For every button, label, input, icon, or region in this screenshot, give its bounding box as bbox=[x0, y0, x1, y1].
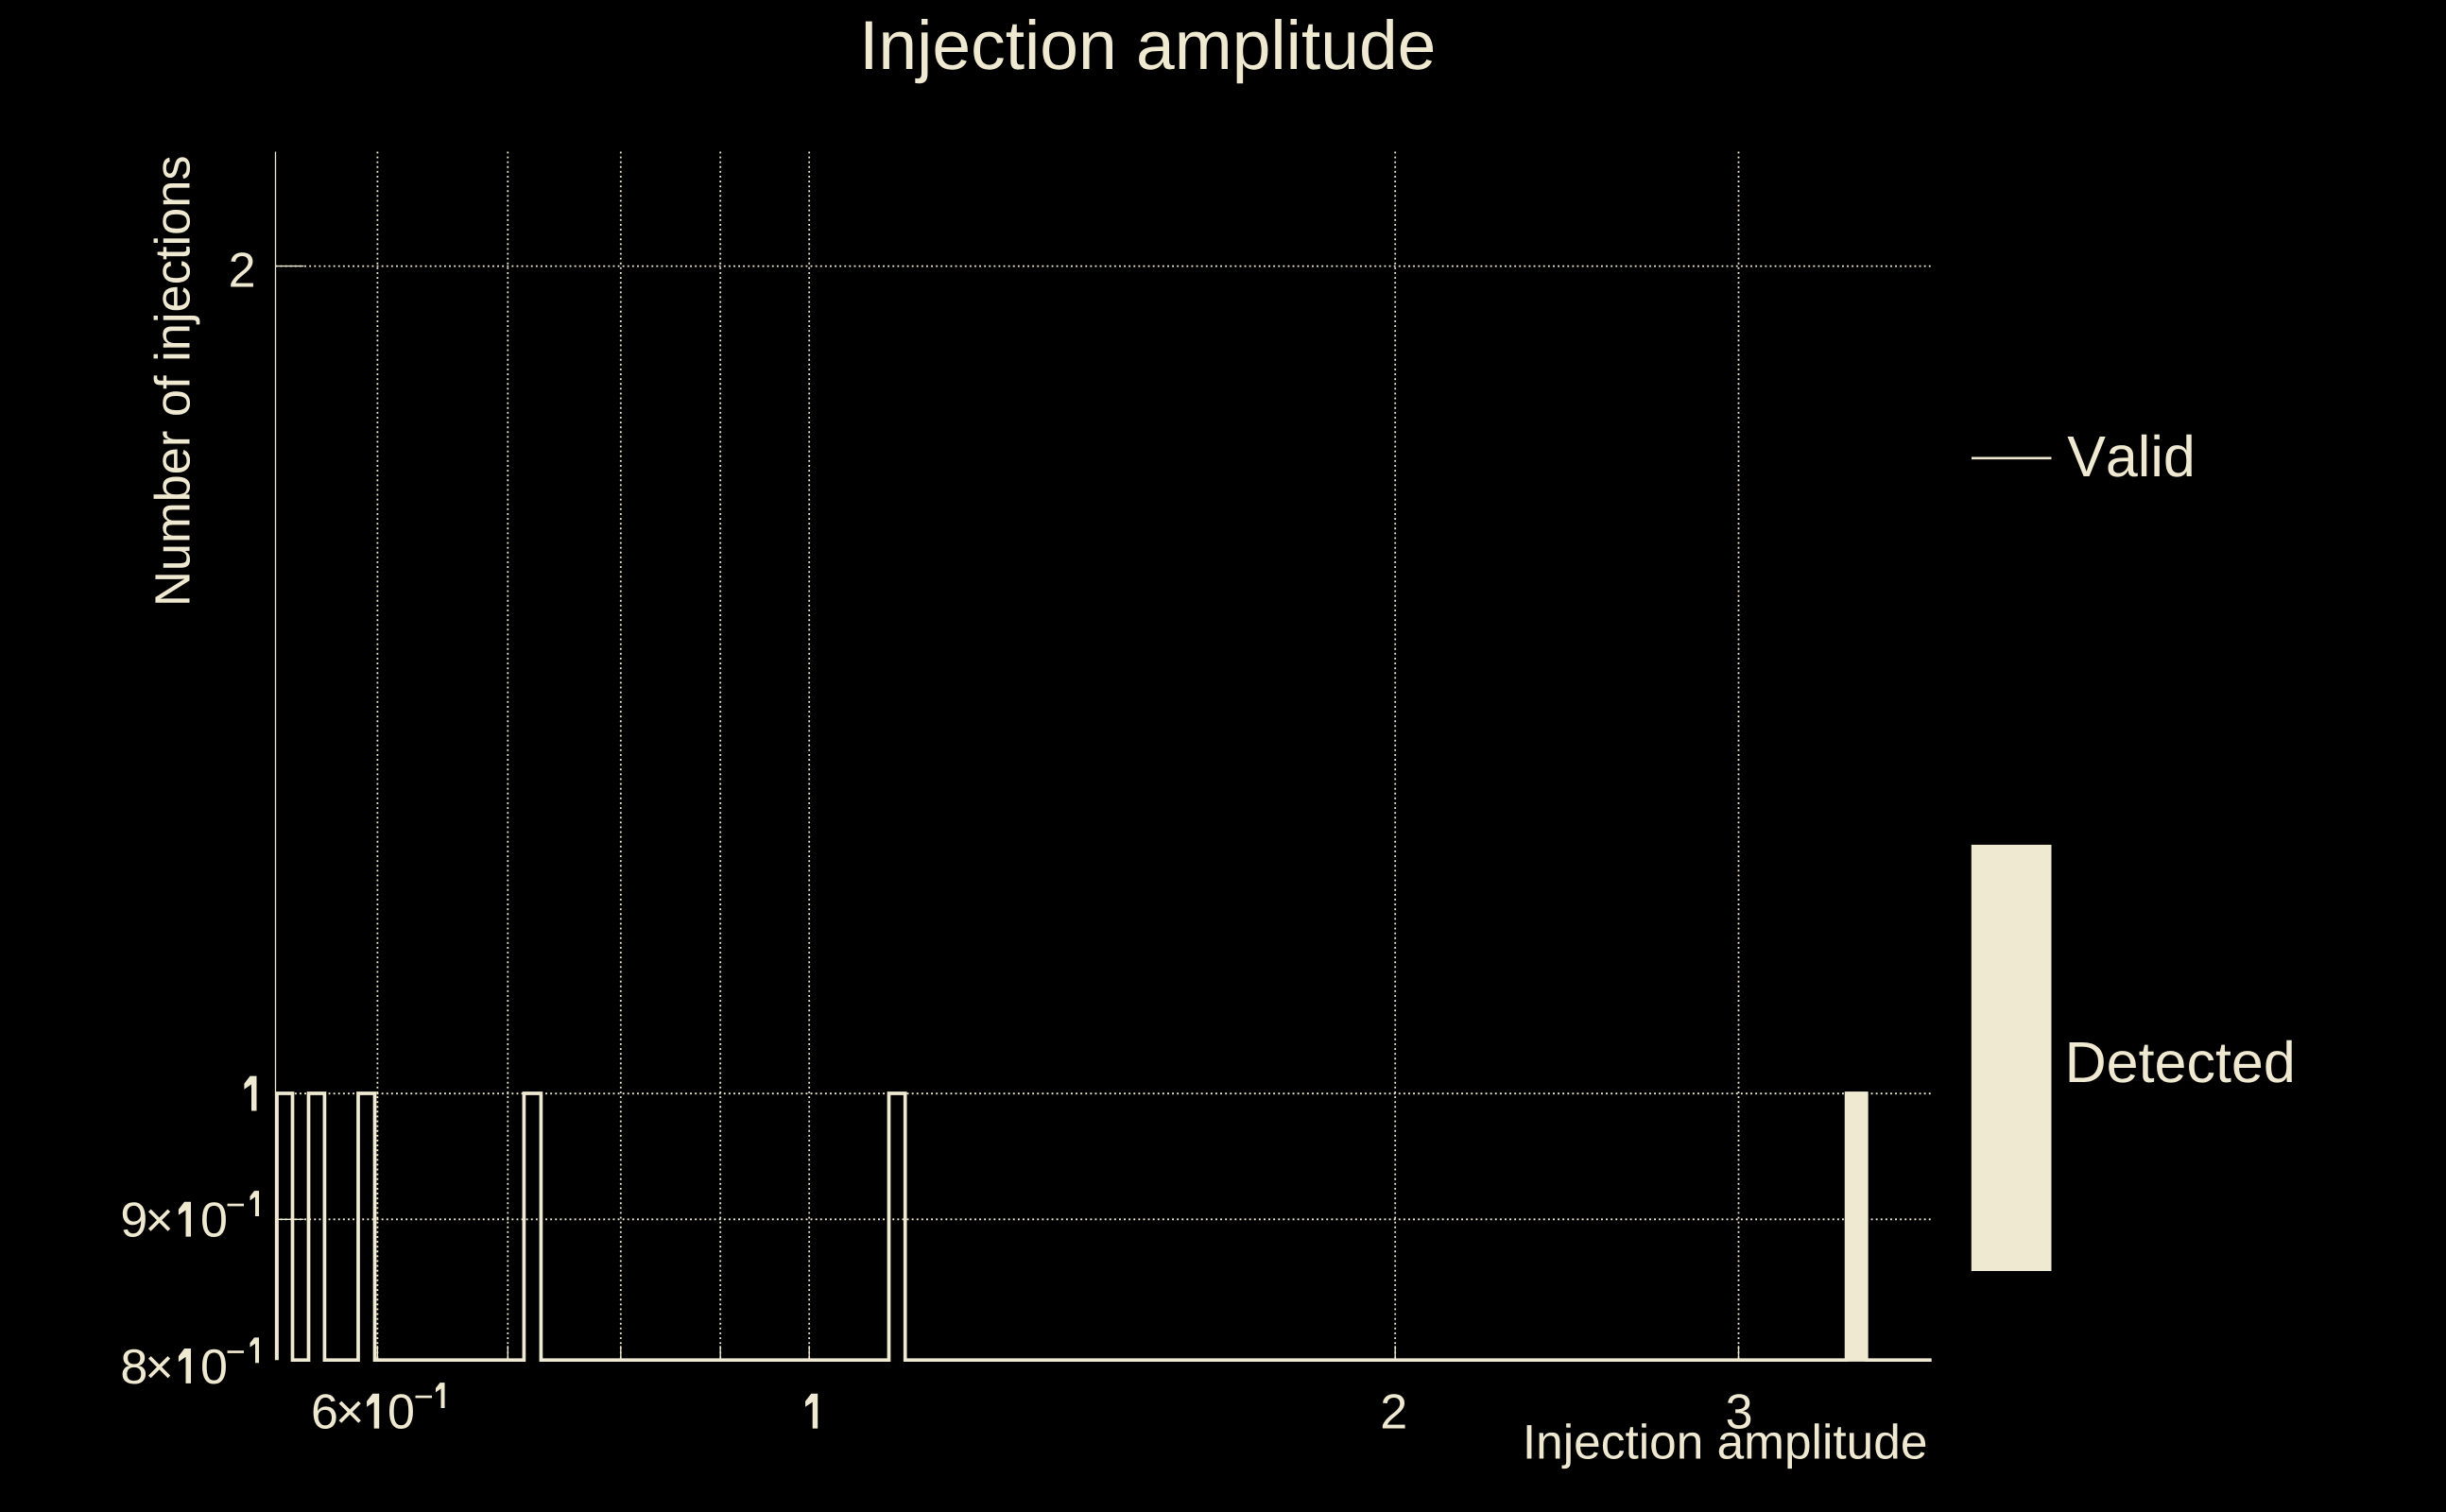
svg-text:0: 0 bbox=[200, 1340, 228, 1395]
svg-text:9: 9 bbox=[120, 1194, 147, 1248]
svg-text:Number of injections: Number of injections bbox=[146, 155, 201, 607]
svg-text:×: × bbox=[145, 1340, 173, 1395]
svg-text:−: − bbox=[414, 1377, 434, 1416]
svg-text:0: 0 bbox=[200, 1194, 228, 1248]
svg-text:Valid: Valid bbox=[2067, 424, 2196, 489]
svg-text:Injection amplitude: Injection amplitude bbox=[859, 7, 1436, 84]
svg-text:−: − bbox=[226, 1185, 246, 1224]
svg-text:8: 8 bbox=[120, 1340, 147, 1395]
svg-text:×: × bbox=[145, 1194, 173, 1248]
svg-text:−: − bbox=[226, 1332, 246, 1370]
svg-text:×: × bbox=[336, 1385, 364, 1440]
svg-text:3: 3 bbox=[1726, 1385, 1753, 1440]
svg-text:0: 0 bbox=[388, 1385, 415, 1440]
svg-text:Detected: Detected bbox=[2065, 1030, 2296, 1094]
svg-text:2: 2 bbox=[229, 243, 256, 298]
svg-text:6: 6 bbox=[311, 1385, 338, 1440]
svg-text:Injection amplitude: Injection amplitude bbox=[1523, 1415, 1928, 1469]
svg-text:2: 2 bbox=[1380, 1385, 1407, 1440]
